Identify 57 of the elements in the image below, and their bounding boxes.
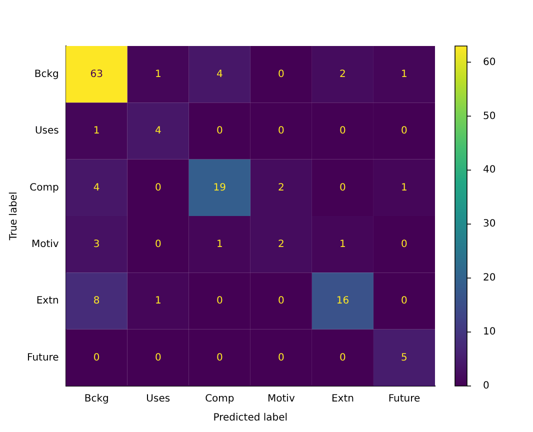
color-bar-label: 40 [483,164,496,176]
x-tick-label: Motiv [268,394,295,405]
color-bar-label: 0 [483,380,490,392]
data-label: 2 [278,182,284,194]
data-label: 1 [340,238,346,250]
y-tick-label: Uses [34,126,59,137]
x-tick-label: Extn [331,394,354,405]
x-tick-label: Bckg [84,394,109,405]
color-bar-label: 20 [483,272,496,284]
data-label: 4 [216,68,223,80]
data-label: 8 [93,296,100,307]
color-bar-label: 60 [483,56,496,68]
data-label: 1 [216,238,223,250]
data-label: 0 [401,126,408,137]
x-axis-title: Predicted label [213,412,288,424]
data-label: 4 [154,126,162,137]
y-tick-label: Extn [36,296,59,307]
x-tick-label: Comp [205,394,234,405]
y-tick-label: Motiv [31,238,59,250]
color-bar-label: 10 [483,326,496,338]
data-label: 1 [401,68,408,80]
y-tick-label: Bckg [34,68,59,80]
data-label: 0 [278,296,284,307]
data-label: 0 [401,238,408,250]
x-tick-label: Future [388,394,420,405]
data-label: 1 [154,68,162,80]
data-label: 0 [278,68,284,80]
data-label: 5 [401,352,408,364]
y-tick-label: Future [26,352,59,364]
data-label: 0 [340,352,346,364]
data-label: 0 [154,352,162,364]
data-label: 0 [340,126,346,137]
data-label: 0 [216,126,223,137]
data-label: 0 [154,182,162,194]
data-label: 63 [90,68,103,80]
data-label: 0 [401,296,408,307]
data-label: 19 [213,182,226,194]
data-label: 3 [93,238,100,250]
data-label: 1 [154,296,162,307]
y-axis-title: True label [8,192,20,242]
color-bar-label: 30 [483,218,496,230]
data-label: 0 [216,352,223,364]
data-label: 16 [336,296,350,307]
x-tick-label: Uses [146,394,170,405]
data-label: 2 [340,68,346,80]
color-bar-label: 50 [483,110,496,122]
data-label: 1 [93,126,100,137]
data-label: 0 [278,126,284,137]
data-label: 2 [278,238,284,250]
data-label: 4 [93,182,100,194]
y-tick-label: Comp [30,182,59,194]
data-label: 0 [93,352,100,364]
data-label: 0 [154,238,162,250]
data-label: 1 [401,182,408,194]
data-label: 0 [216,296,223,307]
data-label: 0 [278,352,284,364]
data-label: 0 [340,182,346,194]
